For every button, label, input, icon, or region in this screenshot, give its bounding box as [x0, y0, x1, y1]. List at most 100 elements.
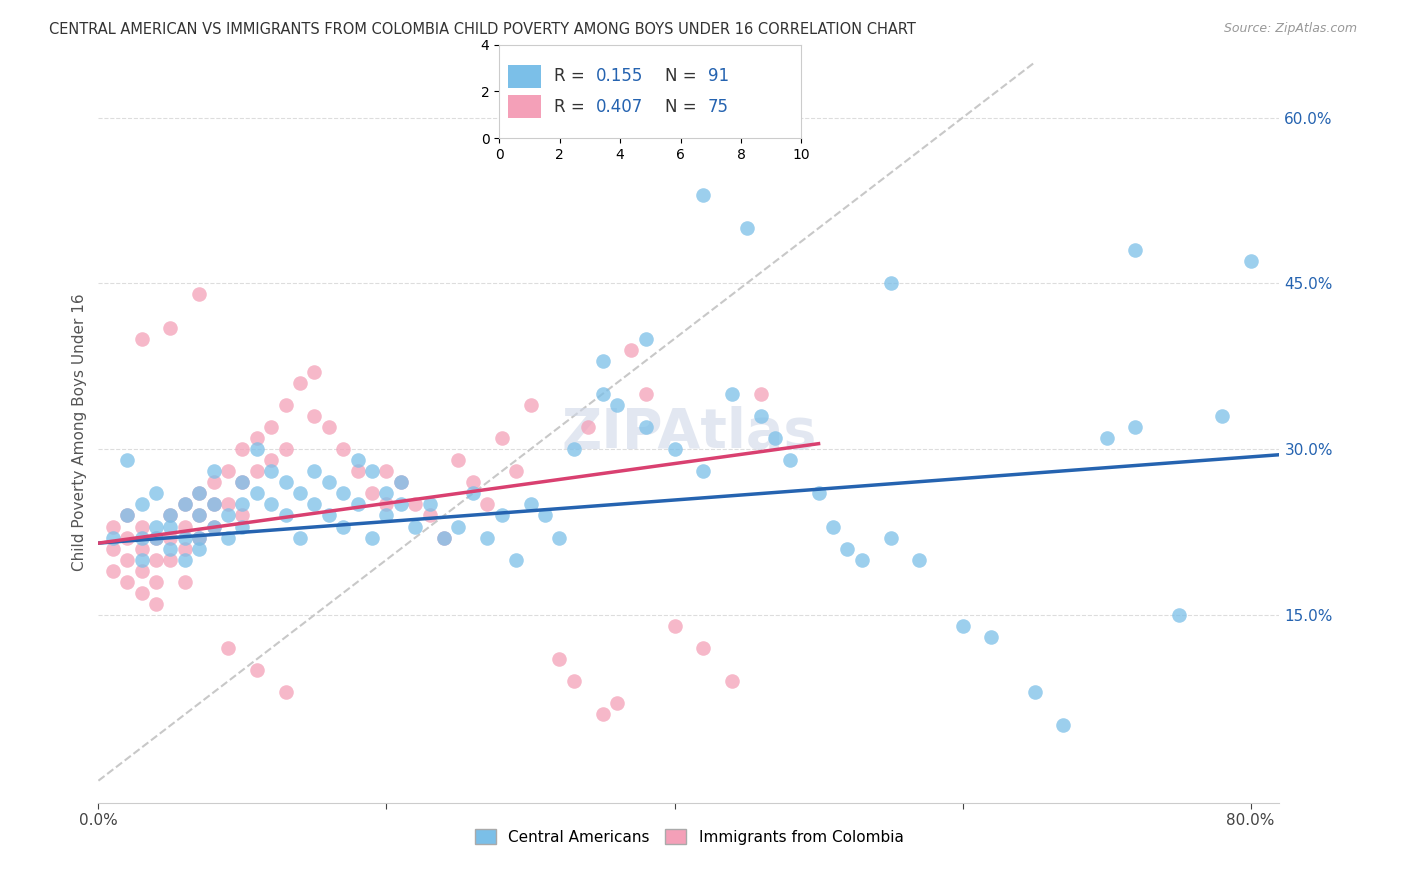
Point — [131, 586, 153, 600]
Point — [361, 464, 384, 478]
Point — [131, 552, 153, 566]
Point — [389, 475, 412, 490]
Point — [115, 531, 138, 545]
Point — [145, 597, 167, 611]
Point — [375, 498, 398, 512]
Point — [260, 464, 283, 478]
Point — [131, 541, 153, 556]
Point — [735, 221, 758, 235]
Point — [505, 464, 527, 478]
Point — [274, 475, 297, 490]
Point — [592, 707, 614, 722]
Point — [477, 531, 499, 545]
Point — [188, 508, 211, 523]
Point — [217, 641, 239, 656]
Point — [231, 442, 253, 457]
Point — [274, 398, 297, 412]
Point — [101, 541, 124, 556]
Point — [159, 552, 181, 566]
Point — [159, 531, 181, 545]
Point — [231, 475, 253, 490]
Point — [505, 552, 527, 566]
Point — [318, 420, 340, 434]
Point — [217, 531, 239, 545]
Point — [664, 442, 686, 457]
Point — [145, 531, 167, 545]
Point — [447, 453, 470, 467]
Point — [202, 519, 225, 533]
Point — [159, 508, 181, 523]
Point — [879, 277, 901, 291]
Point — [159, 541, 181, 556]
Point — [159, 320, 181, 334]
Point — [131, 519, 153, 533]
Text: CENTRAL AMERICAN VS IMMIGRANTS FROM COLOMBIA CHILD POVERTY AMONG BOYS UNDER 16 C: CENTRAL AMERICAN VS IMMIGRANTS FROM COLO… — [49, 22, 917, 37]
Bar — [508, 95, 541, 119]
Point — [433, 531, 456, 545]
Point — [246, 431, 269, 445]
Point — [101, 519, 124, 533]
Point — [202, 498, 225, 512]
Point — [318, 508, 340, 523]
Text: 91: 91 — [707, 67, 728, 86]
Point — [260, 498, 283, 512]
Point — [173, 531, 195, 545]
Point — [562, 442, 585, 457]
Text: R =: R = — [554, 67, 589, 86]
Point — [131, 332, 153, 346]
Text: 0.407: 0.407 — [596, 97, 643, 116]
Point — [1052, 718, 1074, 732]
Point — [592, 387, 614, 401]
Point — [260, 453, 283, 467]
Point — [188, 486, 211, 500]
Point — [1167, 607, 1189, 622]
Point — [389, 475, 412, 490]
Point — [173, 519, 195, 533]
Point — [749, 387, 772, 401]
Point — [634, 332, 657, 346]
Point — [908, 552, 931, 566]
Point — [115, 552, 138, 566]
Point — [346, 453, 368, 467]
Point — [980, 630, 1002, 644]
Point — [807, 486, 830, 500]
Point — [1211, 409, 1233, 423]
Point — [115, 508, 138, 523]
Point — [188, 531, 211, 545]
Point — [173, 541, 195, 556]
Point — [419, 508, 441, 523]
Point — [433, 531, 456, 545]
Point — [318, 475, 340, 490]
Point — [217, 464, 239, 478]
Point — [231, 508, 253, 523]
Point — [1125, 244, 1147, 258]
Point — [304, 464, 326, 478]
Point — [664, 619, 686, 633]
Point — [592, 353, 614, 368]
Point — [202, 464, 225, 478]
Point — [763, 431, 786, 445]
Point — [461, 486, 484, 500]
Point — [115, 508, 138, 523]
Point — [288, 376, 311, 390]
Point — [1240, 254, 1263, 268]
Bar — [508, 64, 541, 88]
Point — [952, 619, 974, 633]
Point — [159, 519, 181, 533]
Point — [231, 498, 253, 512]
Point — [634, 420, 657, 434]
Point — [188, 486, 211, 500]
Point — [246, 663, 269, 677]
Point — [606, 398, 628, 412]
Text: R =: R = — [554, 97, 589, 116]
Point — [304, 365, 326, 379]
Text: 0.155: 0.155 — [596, 67, 643, 86]
Point — [131, 498, 153, 512]
Point — [188, 508, 211, 523]
Point — [246, 442, 269, 457]
Point — [779, 453, 801, 467]
Point — [562, 674, 585, 689]
Point — [375, 508, 398, 523]
Point — [606, 697, 628, 711]
Point — [217, 498, 239, 512]
